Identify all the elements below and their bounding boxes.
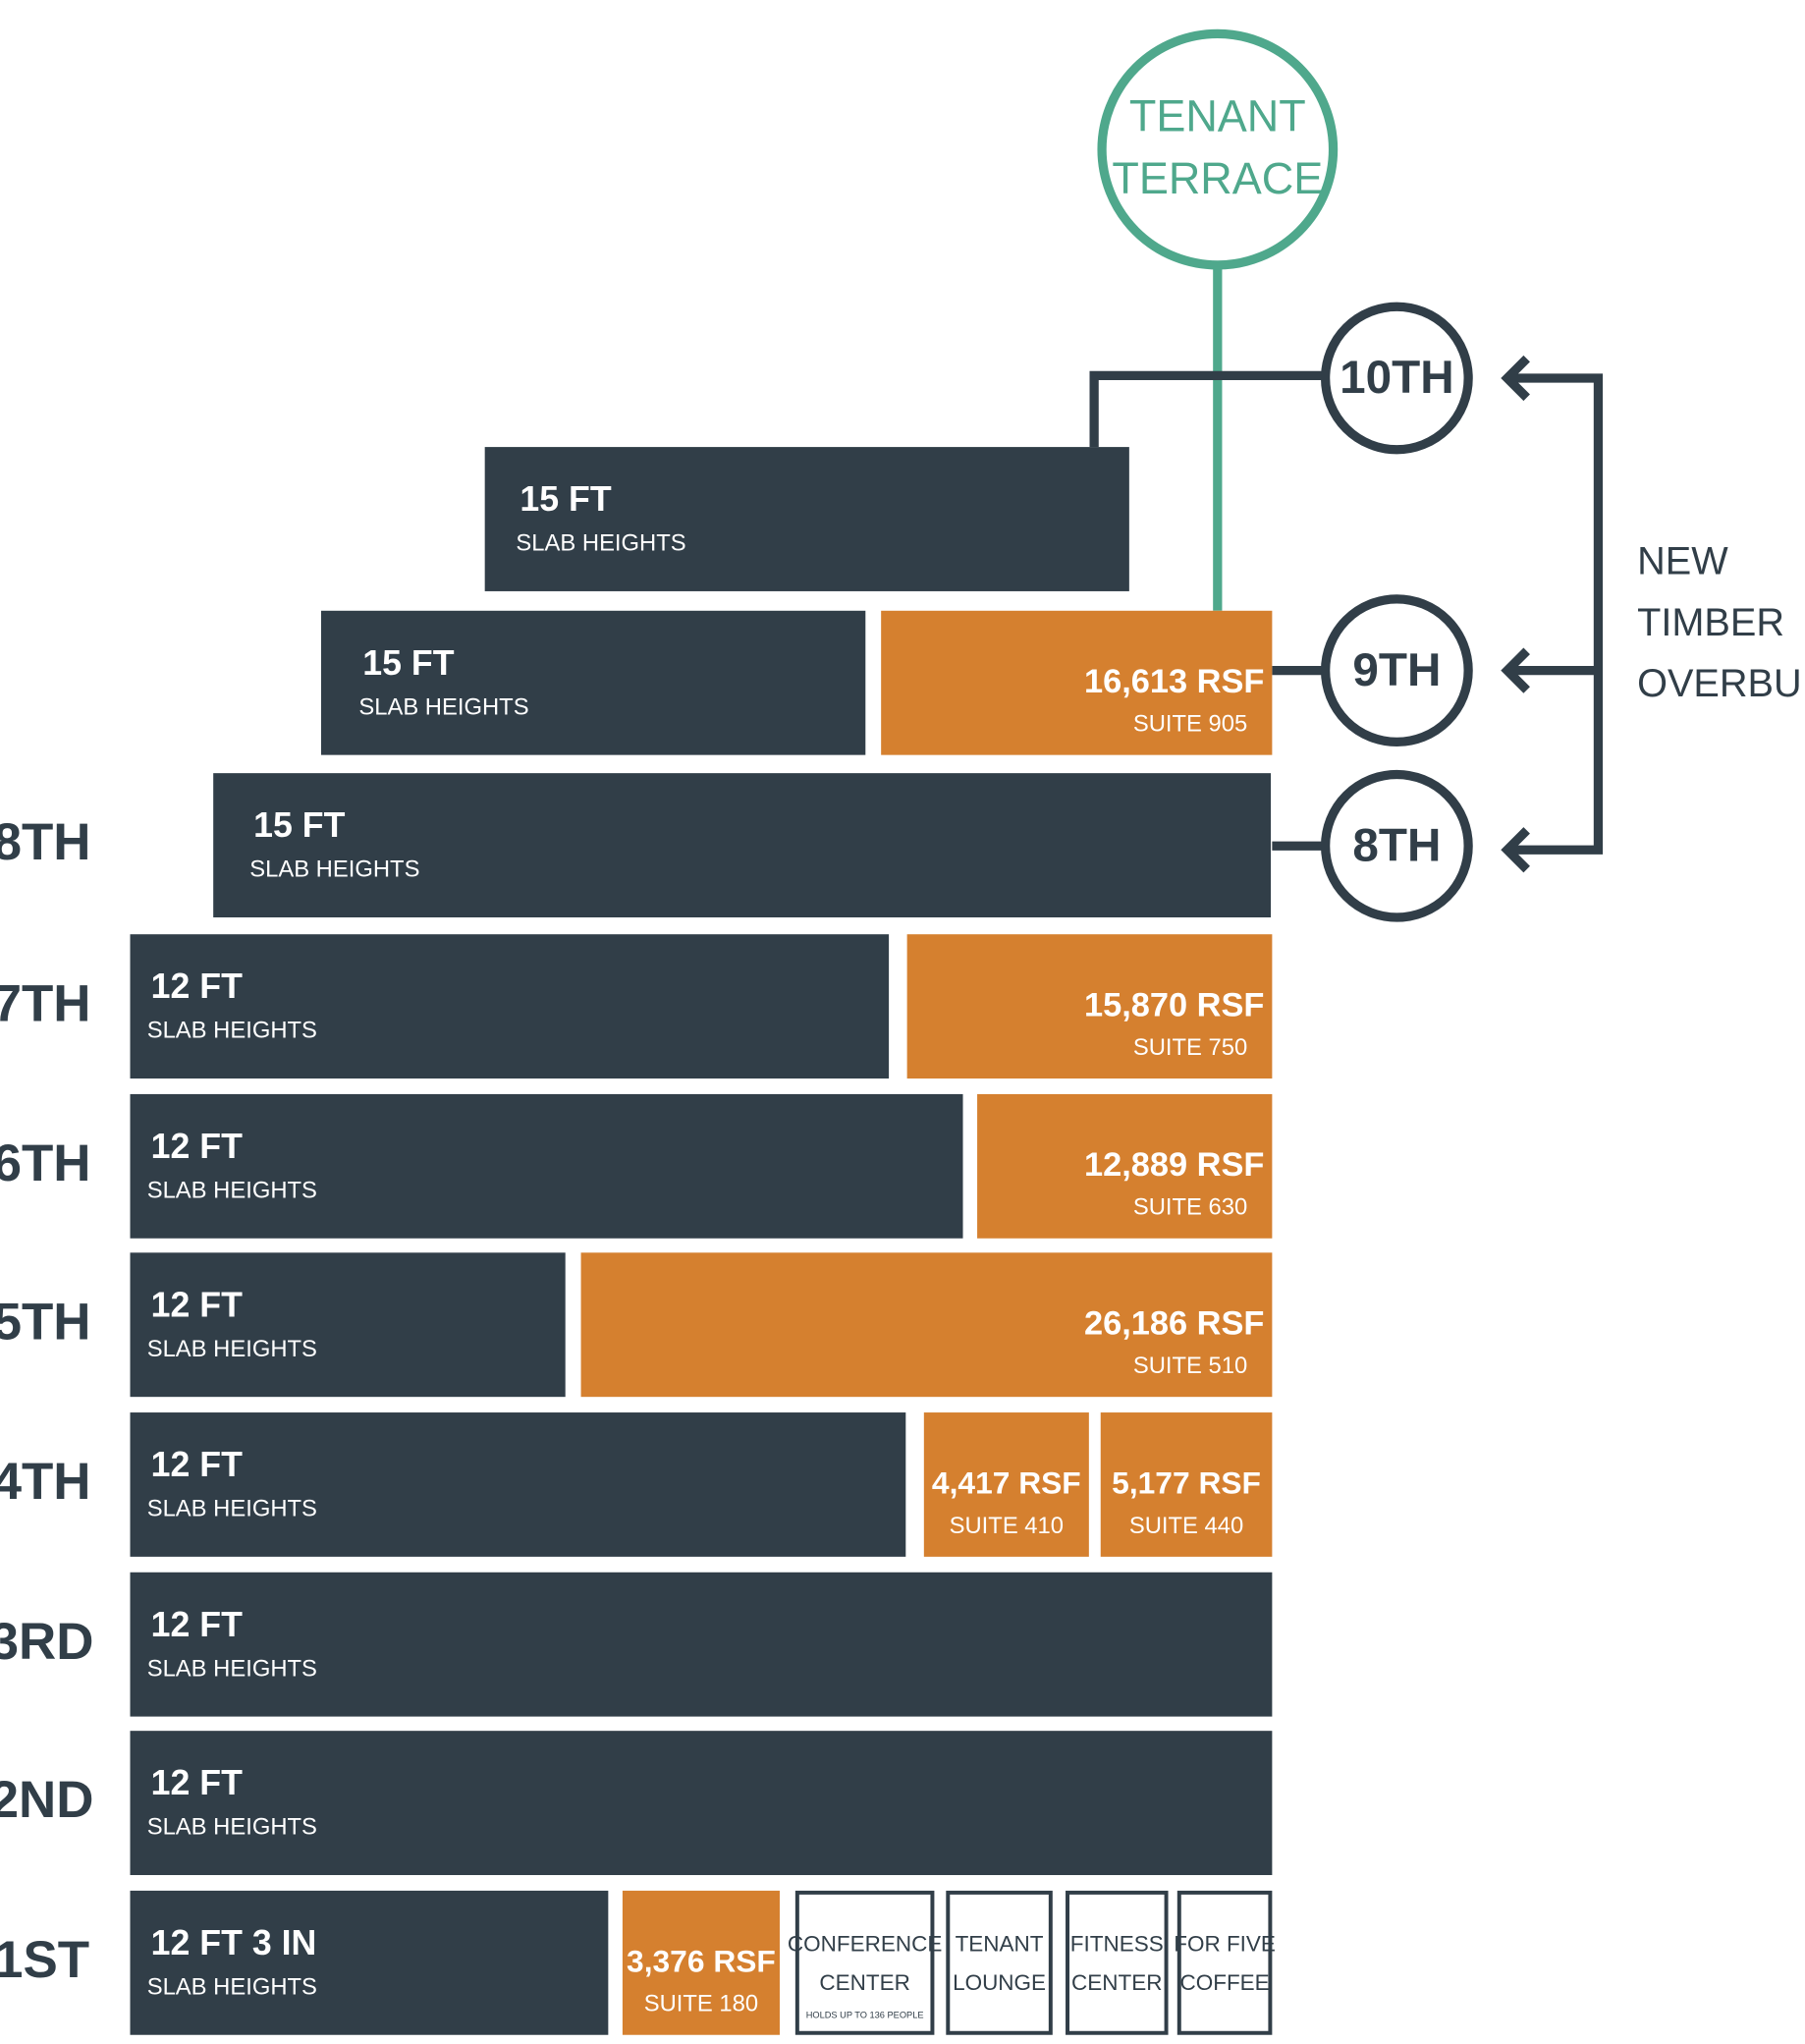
amenity: [1176, 1890, 1273, 2035]
amenity: [1066, 1890, 1169, 2035]
suite-number: SUITE 410: [950, 1513, 1064, 1539]
terrace-label: TENANT: [1129, 91, 1306, 141]
slab-note: SLAB HEIGHTS: [147, 1814, 317, 1841]
floor-label: 5TH: [0, 1293, 91, 1351]
suite-rsf: 15,870 RSF: [1084, 986, 1264, 1023]
slab-note: SLAB HEIGHTS: [516, 530, 685, 557]
amenity-label: LOUNGE: [953, 1970, 1046, 1995]
floor-label: 4TH: [0, 1453, 91, 1511]
slab-note: SLAB HEIGHTS: [147, 1177, 317, 1203]
connector: [1089, 370, 1326, 448]
suite-rsf: 3,376 RSF: [627, 1943, 776, 1978]
suite-number: SUITE 440: [1129, 1513, 1243, 1539]
floor-label: 3RD: [0, 1613, 93, 1671]
floor-bar: [130, 1252, 566, 1398]
suite: [881, 610, 1273, 755]
floor-label: 1ST: [0, 1931, 89, 1989]
floor-circle-label: 10TH: [1340, 352, 1453, 404]
slab-height: 15 FT: [362, 643, 454, 683]
overbuild-label: TIMBER: [1637, 601, 1784, 644]
floor-circle-label: 8TH: [1352, 819, 1441, 871]
suite-number: SUITE 750: [1133, 1034, 1247, 1061]
terrace-circle: [1097, 28, 1339, 270]
floor-circle: [1320, 302, 1473, 455]
floor-circle-label: 9TH: [1352, 644, 1441, 696]
slab-height: 12 FT: [151, 1605, 243, 1644]
amenity-label: CENTER: [1071, 1970, 1162, 1995]
floor-bar: [213, 773, 1272, 918]
amenity-label: CONFERENCE: [788, 1931, 942, 1956]
floor-bar: [484, 447, 1129, 591]
slab-note: SLAB HEIGHTS: [147, 1655, 317, 1682]
suite-number: SUITE 630: [1133, 1194, 1247, 1221]
suite-number: SUITE 510: [1133, 1353, 1247, 1379]
floor-label: 7TH: [0, 974, 91, 1032]
suite-rsf: 4,417 RSF: [932, 1465, 1081, 1501]
amenity-label: FOR FIVE: [1174, 1931, 1276, 1956]
slab-note: SLAB HEIGHTS: [147, 1973, 317, 2000]
floor-bar: [130, 1890, 609, 2035]
slab-height: 15 FT: [253, 805, 345, 845]
amenity-label: COFFEE: [1179, 1970, 1269, 1995]
overbuild-label: NEW: [1637, 540, 1728, 583]
suite-number: SUITE 905: [1133, 711, 1247, 738]
floor-circle: [1320, 769, 1473, 922]
slab-note: SLAB HEIGHTS: [147, 1336, 317, 1362]
suite-rsf: 12,889 RSF: [1084, 1146, 1264, 1184]
suite: [906, 934, 1273, 1079]
suite: [923, 1412, 1089, 1557]
amenity-note: HOLDS UP TO 136 PEOPLE: [806, 2010, 924, 2019]
bracket: [1506, 373, 1604, 855]
floor-bar: [130, 1412, 906, 1557]
floor-label: 6TH: [0, 1134, 91, 1192]
floor-bar: [130, 1572, 1273, 1717]
floor-bar: [130, 1731, 1273, 1876]
slab-height: 12 FT: [151, 1763, 243, 1802]
floor-bar: [130, 1093, 963, 1239]
slab-note: SLAB HEIGHTS: [249, 856, 419, 883]
slab-note: SLAB HEIGHTS: [358, 693, 528, 720]
suite: [1100, 1412, 1273, 1557]
amenity: [946, 1890, 1053, 2035]
amenity-label: CENTER: [819, 1970, 909, 1995]
slab-height: 12 FT: [151, 1127, 243, 1166]
suite: [622, 1890, 780, 2035]
slab-height: 12 FT: [151, 1445, 243, 1484]
slab-height: 12 FT: [151, 1285, 243, 1324]
floor-circle: [1320, 594, 1473, 747]
slab-note: SLAB HEIGHTS: [147, 1018, 317, 1044]
terrace-label: TERRACE: [1112, 153, 1323, 203]
slab-height: 12 FT: [151, 967, 243, 1006]
amenity-label: TENANT: [956, 1931, 1044, 1956]
floor-bar: [320, 610, 866, 755]
amenity: [794, 1890, 935, 2035]
slab-height: 12 FT 3 IN: [151, 1923, 317, 1962]
suite-number: SUITE 180: [644, 1991, 758, 2017]
suite-rsf: 5,177 RSF: [1112, 1465, 1261, 1501]
floor-bar: [130, 934, 890, 1079]
suite: [580, 1252, 1273, 1398]
suite-rsf: 16,613 RSF: [1084, 663, 1264, 700]
amenity-label: FITNESS: [1070, 1931, 1164, 1956]
floor-label: 2ND: [0, 1771, 93, 1829]
suite-rsf: 26,186 RSF: [1084, 1304, 1264, 1342]
arrowheads: [1501, 355, 1530, 873]
suite: [977, 1093, 1273, 1239]
slab-height: 15 FT: [520, 479, 611, 519]
overbuild-label: OVERBUILD: [1637, 662, 1805, 705]
floor-label: 8TH: [0, 813, 91, 871]
slab-note: SLAB HEIGHTS: [147, 1496, 317, 1522]
